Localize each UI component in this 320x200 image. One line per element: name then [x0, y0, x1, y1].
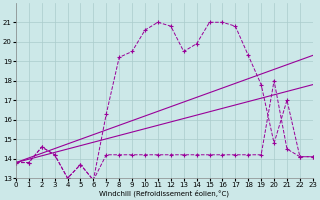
X-axis label: Windchill (Refroidissement éolien,°C): Windchill (Refroidissement éolien,°C): [100, 190, 229, 197]
